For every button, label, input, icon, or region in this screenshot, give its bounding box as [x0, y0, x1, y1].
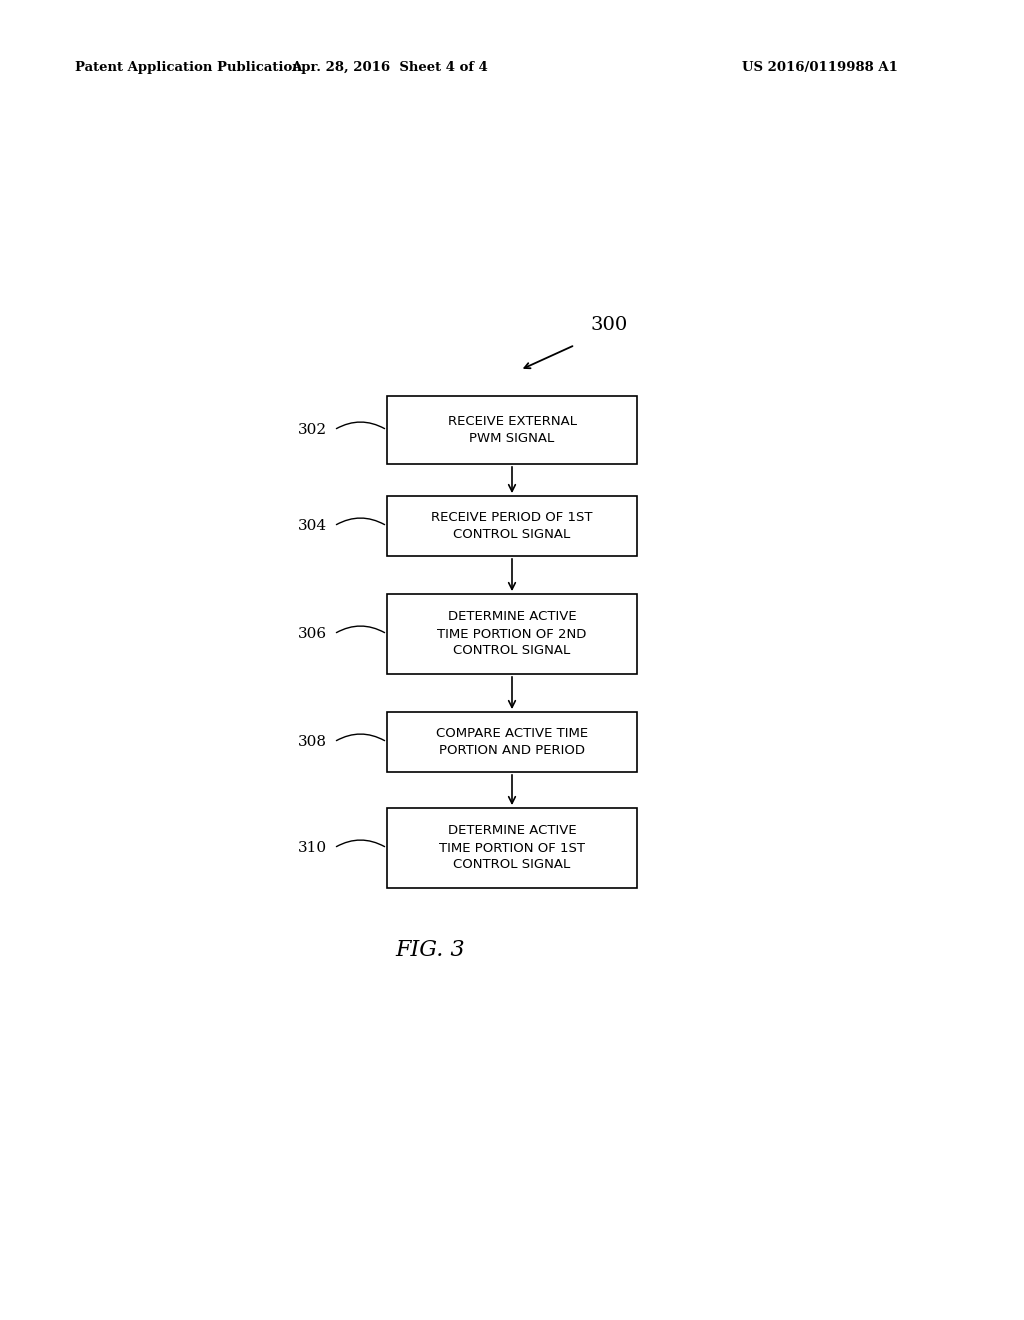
Text: FIG. 3: FIG. 3: [395, 939, 465, 961]
Text: US 2016/0119988 A1: US 2016/0119988 A1: [742, 62, 898, 74]
Bar: [387, 594, 637, 675]
Bar: [387, 711, 637, 772]
Text: Apr. 28, 2016  Sheet 4 of 4: Apr. 28, 2016 Sheet 4 of 4: [292, 62, 488, 74]
Text: Patent Application Publication: Patent Application Publication: [75, 62, 302, 74]
Text: 300: 300: [590, 315, 628, 334]
Text: DETERMINE ACTIVE
TIME PORTION OF 1ST
CONTROL SIGNAL: DETERMINE ACTIVE TIME PORTION OF 1ST CON…: [439, 825, 585, 871]
Text: 308: 308: [298, 735, 327, 748]
Text: RECEIVE PERIOD OF 1ST
CONTROL SIGNAL: RECEIVE PERIOD OF 1ST CONTROL SIGNAL: [431, 511, 593, 541]
Text: 310: 310: [298, 841, 327, 855]
Text: DETERMINE ACTIVE
TIME PORTION OF 2ND
CONTROL SIGNAL: DETERMINE ACTIVE TIME PORTION OF 2ND CON…: [437, 610, 587, 657]
Bar: [387, 396, 637, 465]
Text: RECEIVE EXTERNAL
PWM SIGNAL: RECEIVE EXTERNAL PWM SIGNAL: [447, 414, 577, 445]
Text: 304: 304: [298, 519, 327, 533]
Text: 306: 306: [298, 627, 327, 642]
Text: COMPARE ACTIVE TIME
PORTION AND PERIOD: COMPARE ACTIVE TIME PORTION AND PERIOD: [436, 727, 588, 756]
Text: 302: 302: [298, 422, 327, 437]
Bar: [387, 496, 637, 556]
Bar: [387, 808, 637, 888]
